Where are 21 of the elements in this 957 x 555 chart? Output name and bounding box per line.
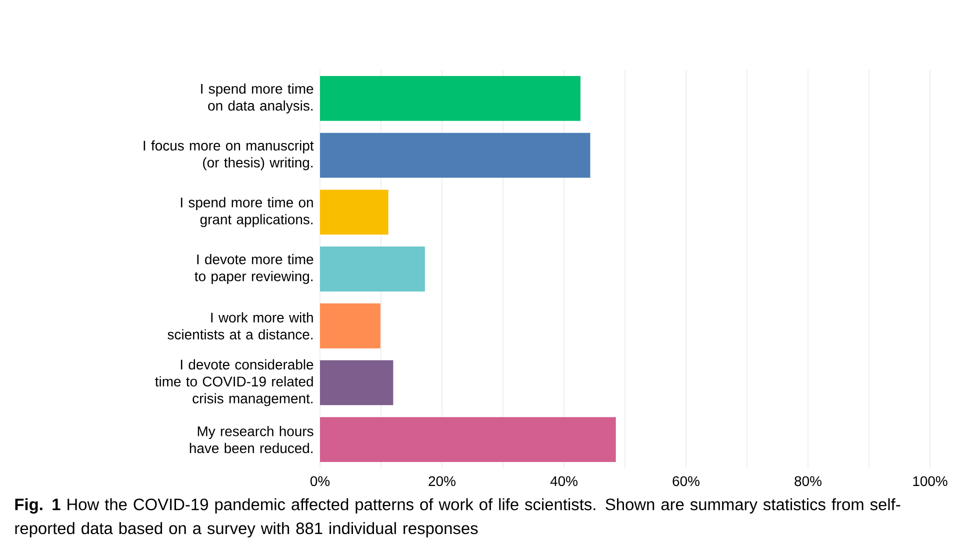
bar [320, 360, 394, 406]
bar [320, 132, 590, 178]
y-tick-label: My research hours have been reduced. [190, 426, 314, 454]
x-tick-label: 40% [550, 476, 578, 486]
text: Fig. 1 How the COVID-19 pandemic affected patterns of work of life scientists. Shown are summary statistics from self-reported data based on a survey with 881 individual responses [15, 498, 900, 538]
x-tick-label: 60% [672, 476, 700, 486]
bar [320, 190, 388, 235]
y-tick-label: I devote more time to paper reviewing. [194, 254, 314, 284]
bar [320, 303, 380, 348]
y-tick-label: I spend more time on data analysis. [201, 83, 314, 114]
x-tick-label: 20% [428, 476, 456, 486]
x-tick-label: 0% [310, 476, 330, 486]
bar [320, 417, 616, 462]
x-tick-label: 80% [794, 476, 822, 486]
bar [320, 76, 580, 121]
y-tick-label: I spend more time on grant applications. [180, 197, 313, 228]
bar [320, 246, 425, 292]
x-tick-label: 100% [913, 476, 948, 486]
y-tick-label: I focus more on manuscript (or thesis) writing. [144, 140, 314, 170]
y-tick-label: I work more with scientists at a distance. [168, 312, 313, 340]
y-tick-label: I devote considerable time to COVID-19 related crisis management. [155, 359, 314, 406]
